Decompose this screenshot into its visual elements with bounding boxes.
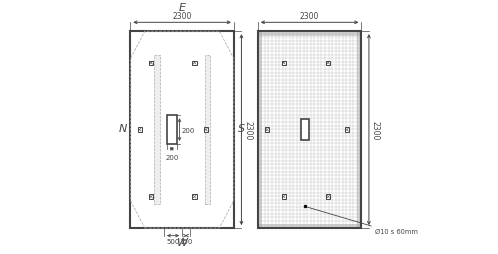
Bar xyxy=(258,32,362,37)
Text: W: W xyxy=(177,237,188,247)
Text: E: E xyxy=(179,3,186,13)
Bar xyxy=(204,128,208,132)
Bar xyxy=(258,32,362,228)
Text: 200: 200 xyxy=(165,154,178,160)
Text: 500: 500 xyxy=(166,238,180,244)
Text: N: N xyxy=(119,124,127,134)
Text: 2300: 2300 xyxy=(371,120,380,140)
Bar xyxy=(166,116,177,144)
Text: Ø10 s 60mm: Ø10 s 60mm xyxy=(375,228,418,234)
Text: 2300: 2300 xyxy=(172,12,192,21)
Bar xyxy=(258,32,262,228)
Bar xyxy=(281,195,286,199)
Text: 2300: 2300 xyxy=(244,120,252,140)
Bar xyxy=(130,32,234,228)
Bar xyxy=(205,56,210,205)
Bar xyxy=(345,128,349,132)
Bar xyxy=(326,61,330,66)
Bar xyxy=(192,61,197,66)
Bar xyxy=(137,128,142,132)
Bar xyxy=(149,61,153,66)
Bar xyxy=(357,32,362,228)
Bar xyxy=(192,195,197,199)
Text: 200: 200 xyxy=(181,127,194,133)
Text: S: S xyxy=(239,124,246,134)
Bar xyxy=(265,128,269,132)
Bar xyxy=(326,195,330,199)
Bar xyxy=(258,224,362,228)
Text: 150: 150 xyxy=(179,238,193,244)
Bar xyxy=(154,56,159,205)
Bar xyxy=(149,195,153,199)
Bar xyxy=(281,61,286,66)
Bar xyxy=(301,119,309,141)
Text: 2300: 2300 xyxy=(300,12,319,21)
